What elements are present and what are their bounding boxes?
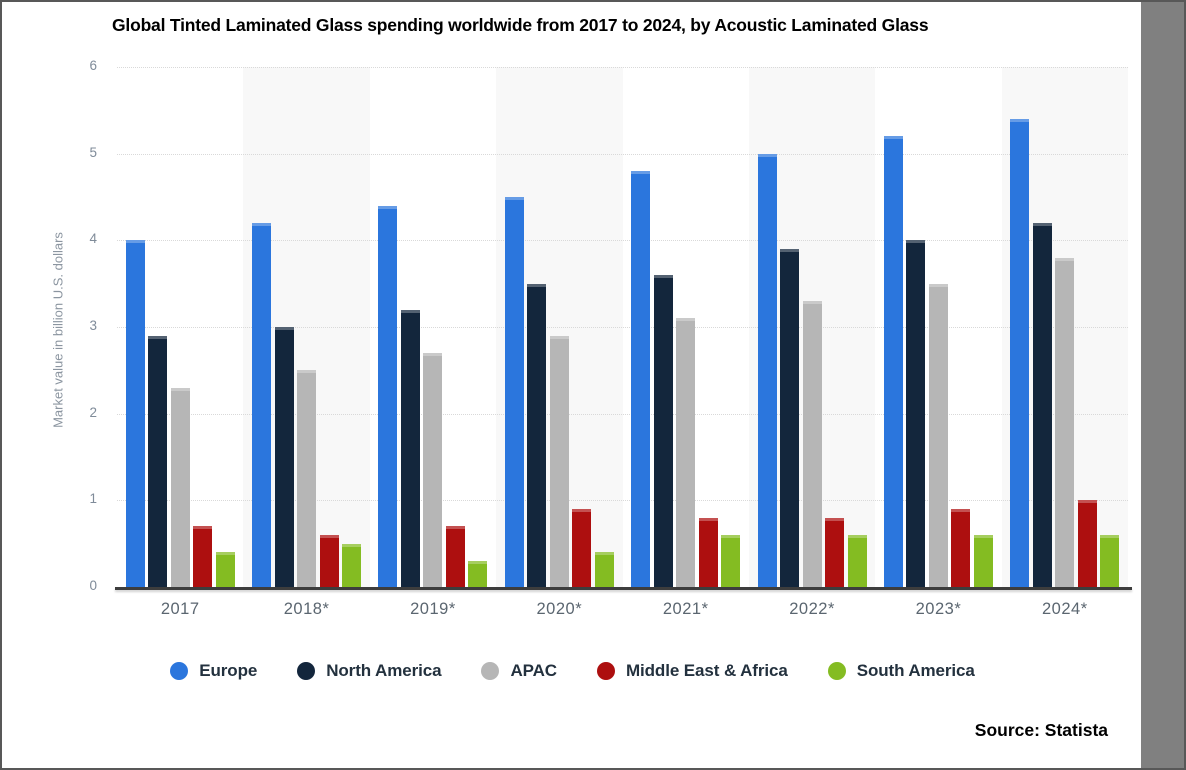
y-tick-3: 3	[89, 318, 97, 333]
bar-europe-2019	[378, 205, 398, 587]
x-label-2023: 2023*	[915, 600, 962, 618]
bar-middle-east-africa-2023	[951, 509, 971, 587]
x-label-2021: 2021*	[662, 600, 709, 618]
bar-north-america-2021	[653, 275, 673, 587]
legend-label: Middle East & Africa	[625, 661, 788, 680]
legend-item-south-america: South America	[827, 661, 975, 681]
y-tick-0: 0	[89, 578, 97, 593]
bar-europe-2020	[504, 197, 524, 587]
bar-south-america-2020	[594, 552, 614, 587]
gridline-3	[117, 327, 1128, 328]
gridline-5	[117, 153, 1128, 155]
y-axis-ticks: 0 1 2 3 4 5 6	[2, 58, 97, 593]
bar-north-america-2020	[527, 283, 547, 587]
legend-item-middle-east-africa: Middle East & Africa	[596, 661, 788, 681]
bar-middle-east-africa-2020	[572, 509, 592, 587]
x-label-2022: 2022*	[789, 600, 835, 618]
y-tick-5: 5	[89, 144, 97, 160]
legend-marker-icon	[827, 662, 846, 680]
legend-label: Europe	[199, 661, 258, 680]
bar-europe-2021	[631, 171, 651, 587]
legend-label: North America	[326, 661, 442, 680]
legend-marker-icon	[481, 662, 500, 680]
bar-europe-2017	[125, 240, 145, 587]
right-gray-band	[1141, 2, 1184, 768]
bar-middle-east-africa-2021	[698, 517, 718, 587]
x-label-2019: 2019*	[410, 600, 456, 618]
bar-apac-2020	[549, 335, 569, 587]
y-tick-1: 1	[89, 491, 97, 507]
bar-apac-2021	[676, 318, 696, 587]
bar-south-america-2019	[468, 561, 488, 587]
bar-south-america-2021	[721, 535, 741, 587]
bar-middle-east-africa-2018	[319, 535, 339, 587]
bar-south-america-2022	[847, 535, 867, 587]
bar-north-america-2019	[400, 309, 420, 587]
plot-area	[117, 67, 1128, 587]
bar-middle-east-africa-2019	[445, 526, 465, 587]
legend-item-europe: Europe	[170, 661, 257, 681]
legend-marker-icon	[297, 662, 316, 680]
bar-europe-2024	[1010, 119, 1030, 587]
bar-middle-east-africa-2017	[193, 526, 213, 587]
bar-europe-2022	[757, 153, 777, 587]
bar-north-america-2018	[274, 327, 294, 587]
bar-south-america-2024	[1100, 535, 1120, 587]
bar-north-america-2022	[780, 249, 800, 587]
bar-apac-2023	[928, 283, 948, 587]
gridline-1	[117, 500, 1128, 502]
gridline-6	[117, 67, 1128, 68]
x-label-2024: 2024*	[1041, 600, 1088, 618]
bar-south-america-2018	[342, 543, 362, 587]
bar-middle-east-africa-2024	[1077, 500, 1097, 587]
source-label: Source: Statista	[974, 720, 1108, 740]
y-tick-4: 4	[89, 231, 97, 247]
legend-marker-icon	[596, 662, 615, 680]
bar-apac-2017	[170, 387, 190, 587]
legend-marker-icon	[170, 662, 189, 680]
x-label-2017: 2017	[160, 600, 200, 618]
legend-item-apac: APAC	[481, 661, 557, 681]
gridline-2	[117, 413, 1128, 415]
chart-title: Global Tinted Laminated Glass spending w…	[112, 15, 929, 35]
bar-middle-east-africa-2022	[825, 517, 845, 587]
bar-europe-2023	[883, 136, 903, 587]
legend: Europe North America APAC Middle East & Afr…	[2, 661, 1143, 681]
bar-south-america-2023	[973, 535, 993, 587]
legend-label: APAC	[510, 661, 557, 680]
x-axis-line	[115, 587, 1132, 590]
legend-item-north-america: North America	[297, 661, 442, 681]
bar-europe-2018	[252, 223, 272, 587]
x-axis-labels: 2017 2018* 2019* 2020* 2021* 2022* 2023* 2024*	[117, 600, 1128, 626]
bar-north-america-2024	[1032, 223, 1052, 587]
x-label-2020: 2020*	[536, 600, 583, 618]
bar-apac-2018	[297, 370, 317, 587]
bar-north-america-2023	[906, 240, 926, 587]
bar-south-america-2017	[215, 552, 235, 587]
bar-apac-2019	[423, 353, 443, 587]
y-tick-6: 6	[89, 58, 97, 73]
bar-north-america-2017	[148, 335, 168, 587]
x-label-2018: 2018*	[283, 600, 330, 618]
legend-label: South America	[856, 661, 975, 680]
gridline-4	[117, 240, 1128, 242]
y-tick-2: 2	[89, 404, 97, 420]
bar-apac-2024	[1055, 257, 1075, 587]
bar-apac-2022	[802, 301, 822, 587]
